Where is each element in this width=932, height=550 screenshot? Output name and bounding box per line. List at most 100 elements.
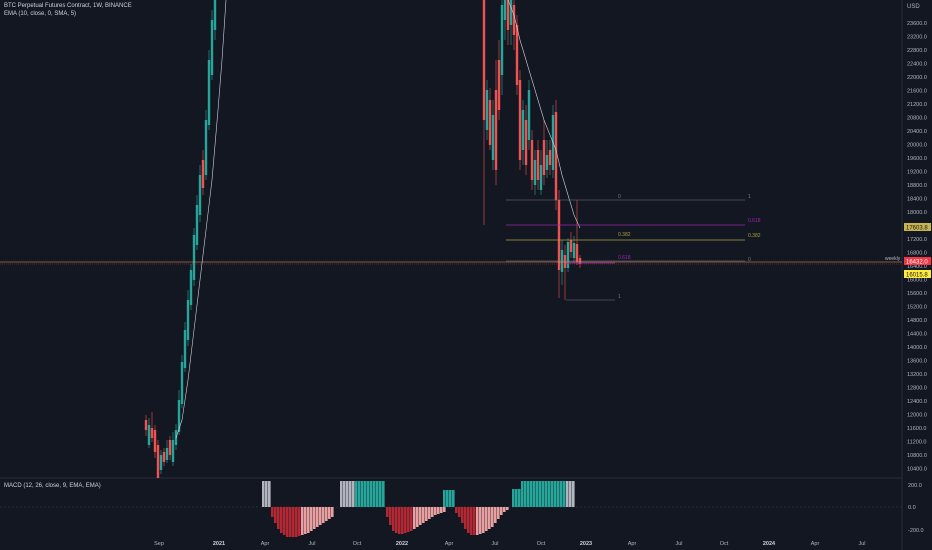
macd-bar xyxy=(413,507,416,529)
time-tick: Jul xyxy=(491,541,498,547)
price-tick: 20400.0 xyxy=(907,129,927,135)
macd-bar xyxy=(328,507,331,519)
price-tick: 22000.0 xyxy=(907,75,927,81)
price-tick: 12800.0 xyxy=(907,386,927,392)
macd-bar xyxy=(404,507,407,533)
price-tick: 23200.0 xyxy=(907,35,927,41)
time-tick: 2024 xyxy=(763,541,776,547)
macd-bar xyxy=(286,507,289,537)
macd-bar xyxy=(551,481,554,507)
macd-bar xyxy=(295,507,298,537)
macd-bar xyxy=(310,507,313,531)
candle-body xyxy=(485,90,489,130)
macd-bar xyxy=(301,507,304,535)
candle-body xyxy=(500,5,504,75)
macd-bar xyxy=(319,507,322,525)
macd-bar xyxy=(446,490,449,507)
macd-bar xyxy=(470,507,473,535)
macd-bar xyxy=(386,507,389,517)
price-tick: 12400.0 xyxy=(907,399,927,405)
macd-bar xyxy=(343,481,346,507)
candle-body xyxy=(545,155,549,170)
candle-body xyxy=(575,244,579,262)
macd-bar xyxy=(316,507,319,527)
ema-line xyxy=(175,0,227,439)
macd-tick: 0.0 xyxy=(908,505,916,511)
candle-body xyxy=(195,205,199,245)
macd-bar xyxy=(461,507,464,523)
candle-body xyxy=(165,448,169,460)
time-tick: 2022 xyxy=(396,541,408,547)
fib-right-label: 1 xyxy=(748,194,751,200)
fib-upper[interactable]: 0 0.618 0.382 1 0.618 0.382 0 xyxy=(506,194,761,263)
macd-bar xyxy=(292,507,295,537)
macd-bar xyxy=(422,507,425,523)
time-tick: Oct xyxy=(537,541,546,547)
ema-badge-text: 17603.8 xyxy=(906,226,928,232)
macd-bar xyxy=(545,481,548,507)
time-tick: Apr xyxy=(445,541,454,547)
price-tick: 21200.0 xyxy=(907,102,927,108)
candle-body xyxy=(150,428,154,438)
time-axis[interactable]: Sep 2021 Apr Jul Oct 2022 Apr Jul Oct 2023 Apr Jul O… xyxy=(154,541,865,547)
fib-right-label: 0.618 xyxy=(748,218,761,224)
price-tick: 11200.0 xyxy=(907,440,926,446)
candle-body xyxy=(557,200,561,270)
price-tick: 13600.0 xyxy=(907,359,927,365)
price-tick: 11600.0 xyxy=(907,426,926,432)
price-tick: 12000.0 xyxy=(907,413,927,419)
macd-bar xyxy=(307,507,310,533)
macd-bar xyxy=(443,490,446,507)
candles xyxy=(144,0,582,478)
price-tick: 20800.0 xyxy=(907,116,927,122)
ema-legend[interactable]: EMA (10, close, 0, SMA, 5) xyxy=(4,11,77,17)
candle-body xyxy=(539,165,543,190)
fib-lower[interactable]: 1 xyxy=(566,262,621,301)
candle-body xyxy=(494,90,498,170)
candle-body xyxy=(569,240,573,252)
macd-bar xyxy=(364,481,367,507)
macd-bar xyxy=(518,489,521,507)
ema-badge xyxy=(904,223,931,231)
macd-legend[interactable]: MACD (12, 26, close, 9, EMA, EMA) xyxy=(4,483,101,489)
macd-bar xyxy=(530,481,533,507)
macd-bar xyxy=(434,507,437,515)
macd-bar xyxy=(428,507,431,519)
macd-bar xyxy=(331,507,334,517)
candle-body xyxy=(162,452,166,462)
macd-tick: -200.0 xyxy=(908,528,924,534)
macd-bar xyxy=(500,507,503,515)
candle-body xyxy=(183,330,187,368)
macd-bar xyxy=(572,481,575,507)
price-tick: 19600.0 xyxy=(907,156,927,162)
macd-bar xyxy=(449,490,452,507)
macd-bar xyxy=(524,481,527,507)
macd-bar xyxy=(488,507,491,529)
macd-bar xyxy=(443,507,446,512)
macd-bar xyxy=(563,481,566,507)
macd-bar xyxy=(367,481,370,507)
price-axis[interactable]: 23600.0 23200.0 22800.0 22400.0 22000.0 21600… xyxy=(907,21,927,473)
macd-bar xyxy=(464,507,467,529)
price-tick: 16400.0 xyxy=(907,264,927,270)
candle-body xyxy=(198,175,202,215)
macd-bar xyxy=(274,507,277,523)
macd-bar xyxy=(515,489,518,507)
price-tick: 18800.0 xyxy=(907,183,927,189)
macd-bar xyxy=(322,507,325,523)
macd-bar xyxy=(382,481,385,507)
time-tick: 2021 xyxy=(213,541,225,547)
fib-level-label: 0 xyxy=(618,194,621,200)
weekly-label: weekly xyxy=(885,256,901,262)
macd-axis[interactable]: 200.0 0.0 -200.0 xyxy=(908,483,924,534)
candle-body xyxy=(482,0,486,120)
candle-body xyxy=(548,150,552,165)
price-badge-text: 16432.0 xyxy=(906,260,928,266)
macd-bar xyxy=(376,481,379,507)
candle-body xyxy=(213,0,217,30)
price-tick: 18400.0 xyxy=(907,197,927,203)
price-tick: 14800.0 xyxy=(907,318,927,324)
macd-bar xyxy=(476,507,479,535)
price-tick: 15600.0 xyxy=(907,291,927,297)
